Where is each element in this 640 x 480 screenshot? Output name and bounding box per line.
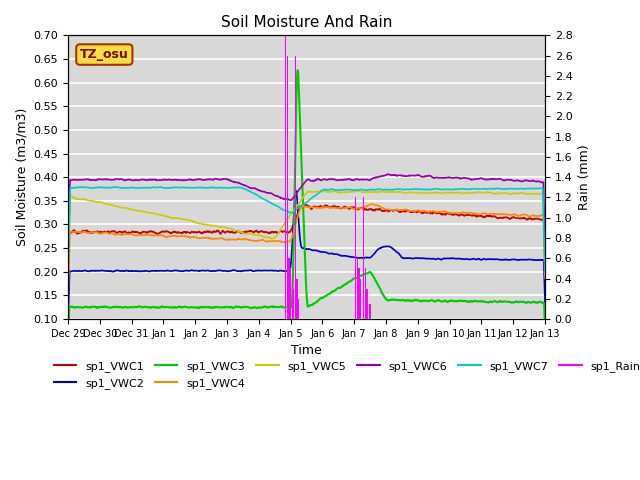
Text: TZ_osu: TZ_osu [80, 48, 129, 61]
Bar [366, 288, 367, 319]
Bar [363, 197, 364, 319]
Bar [296, 278, 298, 319]
Bar [290, 268, 291, 319]
Title: Soil Moisture And Rain: Soil Moisture And Rain [221, 15, 392, 30]
Bar [289, 258, 290, 319]
Legend: sp1_VWC1, sp1_VWC2, sp1_VWC3, sp1_VWC4, sp1_VWC5, sp1_VWC6, sp1_VWC7, sp1_Rain: sp1_VWC1, sp1_VWC2, sp1_VWC3, sp1_VWC4, … [50, 357, 640, 393]
Bar [356, 258, 358, 319]
X-axis label: Time: Time [291, 344, 322, 357]
Bar [293, 288, 294, 319]
Bar [365, 268, 366, 319]
Bar [298, 299, 300, 319]
Bar [285, 36, 287, 319]
Y-axis label: Rain (mm): Rain (mm) [578, 144, 591, 210]
Bar [360, 278, 361, 319]
Bar [287, 56, 288, 319]
Bar [292, 278, 293, 319]
Bar [355, 197, 356, 319]
Y-axis label: Soil Moisture (m3/m3): Soil Moisture (m3/m3) [15, 108, 28, 246]
Bar [369, 304, 371, 319]
Bar [295, 56, 296, 319]
Bar [358, 268, 360, 319]
